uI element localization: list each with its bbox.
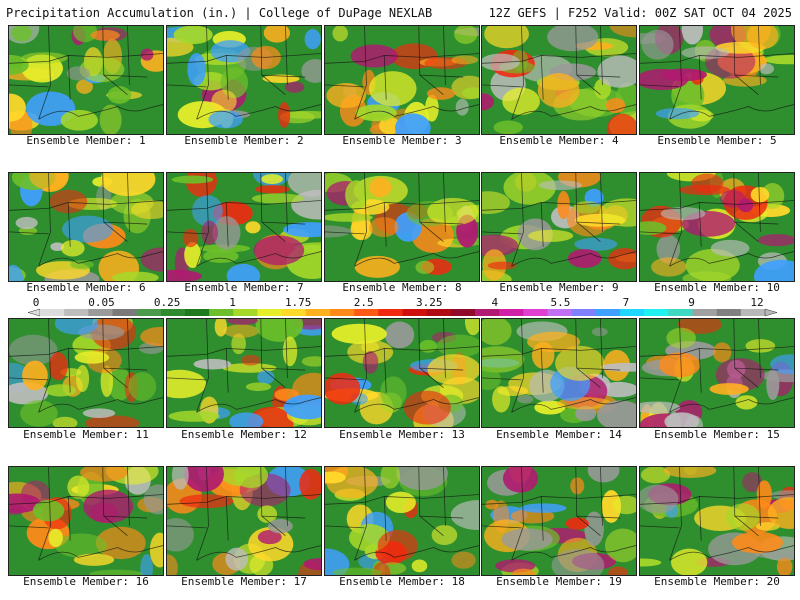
legend-tick-label: 2.5 (354, 296, 374, 309)
legend-color-bin (692, 309, 717, 316)
legend-tick-label: 12 (750, 296, 763, 309)
ensemble-member-label: Ensemble Member: 3 (342, 134, 462, 147)
ensemble-member-map (639, 466, 795, 576)
legend-color-bin (740, 309, 766, 316)
ensemble-member-map (639, 318, 795, 428)
legend-color-bin (233, 309, 258, 316)
ensemble-member-map (324, 25, 480, 135)
legend-color-bin (426, 309, 452, 316)
legend-color-bin (716, 309, 742, 316)
ensemble-member-label: Ensemble Member: 7 (184, 281, 304, 294)
legend-color-bin (668, 309, 693, 316)
legend-tick-label: 0 (33, 296, 40, 309)
ensemble-member-label: Ensemble Member: 12 (181, 428, 307, 441)
legend-tick-label: 4 (491, 296, 498, 309)
legend-color-bin (281, 309, 307, 316)
ensemble-member-map (324, 466, 480, 576)
legend-color-bin (354, 309, 379, 316)
ensemble-member-label: Ensemble Member: 18 (339, 575, 465, 588)
ensemble-member-label: Ensemble Member: 5 (657, 134, 777, 147)
legend-color-bin (620, 309, 645, 316)
legend-color-bin (330, 309, 355, 316)
legend-max-arrow (764, 308, 778, 317)
ensemble-member-label: Ensemble Member: 11 (23, 428, 149, 441)
legend-color-bin (547, 309, 572, 316)
legend-tick-label: 7 (623, 296, 630, 309)
ensemble-member-label: Ensemble Member: 17 (181, 575, 307, 588)
ensemble-member-label: Ensemble Member: 15 (654, 428, 780, 441)
ensemble-member-label: Ensemble Member: 6 (26, 281, 146, 294)
legend-color-bin (305, 309, 331, 316)
ensemble-member-label: Ensemble Member: 1 (26, 134, 146, 147)
ensemble-member-map (481, 318, 637, 428)
legend-color-bin (40, 309, 65, 316)
ensemble-member-label: Ensemble Member: 13 (339, 428, 465, 441)
legend-color-bin (257, 309, 282, 316)
legend-color-bin (499, 309, 524, 316)
legend-color-bin (136, 309, 162, 316)
legend-color-bin (64, 309, 89, 316)
legend-tick-label: 9 (688, 296, 695, 309)
legend-color-bin (644, 309, 669, 316)
ensemble-member-map (324, 318, 480, 428)
legend-color-bin (185, 309, 210, 316)
legend-tick-label: 5.5 (550, 296, 570, 309)
map-title: Precipitation Accumulation (in.) | Colle… (6, 6, 433, 20)
legend-color-bin (209, 309, 234, 316)
ensemble-member-map (8, 318, 164, 428)
ensemble-member-map (639, 25, 795, 135)
ensemble-member-map (166, 318, 322, 428)
legend-tick-label: 0.05 (88, 296, 115, 309)
ensemble-member-label: Ensemble Member: 10 (654, 281, 780, 294)
legend-color-bin (571, 309, 597, 316)
legend-color-bin (112, 309, 137, 316)
ensemble-member-label: Ensemble Member: 2 (184, 134, 304, 147)
legend-color-bin (450, 309, 476, 316)
ensemble-member-map (166, 466, 322, 576)
ensemble-member-map (324, 172, 480, 282)
legend-color-bin (475, 309, 500, 316)
legend-min-arrow (27, 308, 41, 317)
ensemble-member-map (481, 172, 637, 282)
legend-color-bin (523, 309, 548, 316)
legend-color-bin (402, 309, 427, 316)
ensemble-member-label: Ensemble Member: 9 (499, 281, 619, 294)
ensemble-member-label: Ensemble Member: 8 (342, 281, 462, 294)
ensemble-member-map (166, 172, 322, 282)
ensemble-member-label: Ensemble Member: 19 (496, 575, 622, 588)
legend-color-bin (595, 309, 621, 316)
legend-tick-label: 1.75 (285, 296, 312, 309)
ensemble-member-map (639, 172, 795, 282)
legend-color-bin (88, 309, 113, 316)
ensemble-member-label: Ensemble Member: 4 (499, 134, 619, 147)
precip-color-legend: 0 0.05 0.25 1 1.75 2.5 3.25 4 5.5 7 9 12 (27, 296, 778, 317)
ensemble-member-label: Ensemble Member: 16 (23, 575, 149, 588)
ensemble-member-map (8, 25, 164, 135)
ensemble-member-map (8, 172, 164, 282)
ensemble-member-map (481, 466, 637, 576)
ensemble-member-map (481, 25, 637, 135)
legend-tick-label: 3.25 (416, 296, 443, 309)
legend-color-bin (378, 309, 403, 316)
run-valid-time: 12Z GEFS | F252 Valid: 00Z SAT OCT 04 20… (488, 6, 792, 20)
ensemble-member-label: Ensemble Member: 20 (654, 575, 780, 588)
legend-tick-label: 0.25 (154, 296, 181, 309)
legend-color-bin (160, 309, 186, 316)
legend-tick-label: 1 (229, 296, 236, 309)
ensemble-member-map (8, 466, 164, 576)
ensemble-member-label: Ensemble Member: 14 (496, 428, 622, 441)
ensemble-member-map (166, 25, 322, 135)
